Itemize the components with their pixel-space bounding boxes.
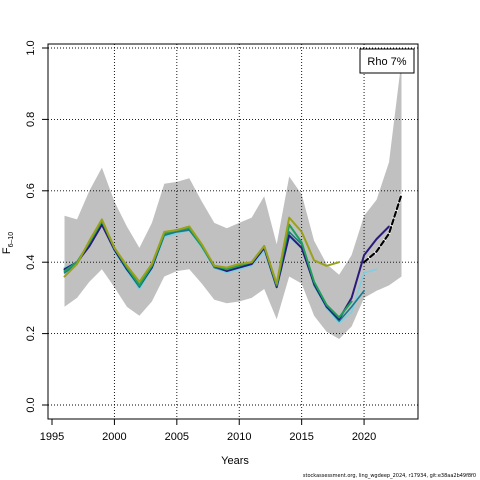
x-tick-label: 2000 <box>102 431 126 443</box>
x-tick-label: 2015 <box>289 431 313 443</box>
x-tick-label: 2020 <box>352 431 376 443</box>
footnote: stockassessment.org, ling_wgdeep_2024, r… <box>303 473 476 479</box>
grid-layer <box>48 44 418 419</box>
y-tick-label: 0.0 <box>25 397 37 412</box>
x-axis: 1995 2000 2005 2010 2015 2020 <box>40 418 376 443</box>
svg-text:F6–10: F6–10 <box>1 232 15 254</box>
y-axis: 0.0 0.2 0.4 0.6 0.8 1.0 <box>25 40 48 413</box>
x-tick-label: 2010 <box>227 431 251 443</box>
y-tick-label: 0.8 <box>25 112 37 127</box>
legend-text: Rho 7% <box>367 56 406 68</box>
y-tick-label: 0.6 <box>25 183 37 198</box>
y-axis-title: F6–10 <box>1 232 15 254</box>
y-tick-label: 1.0 <box>25 40 37 55</box>
y-axis-title-subscript: 6–10 <box>8 232 15 248</box>
x-tick-label: 2005 <box>165 431 189 443</box>
y-axis-title-main: F <box>1 247 13 254</box>
y-tick-label: 0.2 <box>25 326 37 341</box>
x-tick-label: 1995 <box>40 431 64 443</box>
legend: Rho 7% <box>359 48 415 74</box>
y-tick-label: 0.4 <box>25 255 37 270</box>
series-line-5 <box>63 216 341 285</box>
legend-box <box>359 48 415 74</box>
series-line-6 <box>363 193 403 264</box>
x-axis-title: Years <box>221 455 249 467</box>
series-layer <box>63 193 403 324</box>
